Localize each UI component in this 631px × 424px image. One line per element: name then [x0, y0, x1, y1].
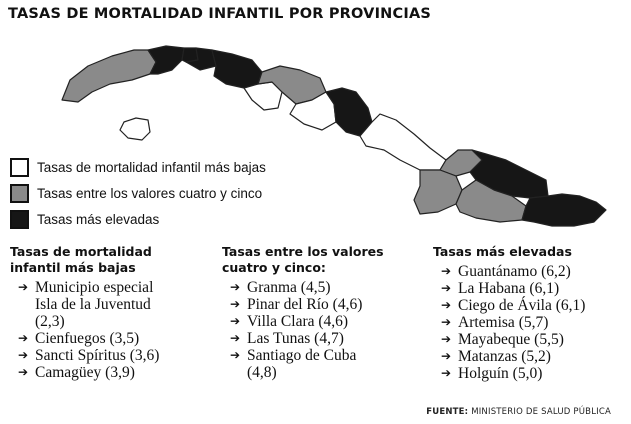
legend-swatch-gray — [10, 184, 29, 203]
list-item: ➔ Pinar del Río (4,6) — [222, 296, 422, 313]
arrow-icon: ➔ — [230, 297, 241, 311]
legend-swatch-black — [10, 210, 29, 229]
legend: Tasas de mortalidad infantil más bajas T… — [10, 156, 266, 234]
column-heading: Tasas de mortalidad infantil más bajas — [10, 244, 215, 276]
arrow-icon: ➔ — [230, 280, 241, 294]
legend-label: Tasas más elevadas — [37, 212, 160, 227]
list-item: ➔ Villa Clara (4,6) — [222, 313, 422, 330]
list-item: ➔ Artemisa (5,7) — [433, 314, 623, 331]
legend-swatch-white — [10, 158, 29, 177]
legend-label: Tasas entre los valores cuatro y cinco — [37, 186, 263, 201]
province-pinar-del-rio — [61, 49, 157, 103]
list-item-text: Ciego de Ávila (6,1) — [458, 297, 586, 314]
arrow-icon: ➔ — [18, 331, 29, 345]
list-item: ➔ Matanzas (5,2) — [433, 348, 623, 365]
arrow-icon: ➔ — [441, 281, 452, 295]
list-item-text: Matanzas (5,2) — [458, 348, 551, 365]
source-text: MINISTERIO DE SALUD PÚBLICA — [471, 407, 611, 417]
list-item-text: Granma (4,5) — [247, 279, 331, 296]
legend-item-middle: Tasas entre los valores cuatro y cinco — [10, 182, 266, 205]
list-item: ➔ Las Tunas (4,7) — [222, 330, 422, 347]
list-item: ➔ Granma (4,5) — [222, 279, 422, 296]
province-municipio-especial-isla-de-la-juventud — [119, 117, 151, 141]
arrow-icon: ➔ — [441, 366, 452, 380]
list-item-text: Artemisa (5,7) — [458, 314, 549, 331]
list-item-text: La Habana (6,1) — [458, 280, 560, 297]
list-item-text: Municipio especial — [35, 279, 154, 296]
list-item: ➔ Guantánamo (6,2) — [433, 263, 623, 280]
column-heading-line: Tasas de mortalidad — [10, 244, 152, 259]
list-item-text: Cienfuegos (3,5) — [35, 330, 140, 347]
arrow-icon: ➔ — [441, 315, 452, 329]
list-item: ➔ Sancti Spíritus (3,6) — [10, 347, 215, 364]
list-item-text: Sancti Spíritus (3,6) — [35, 347, 160, 364]
column-middle-rates: Tasas entre los valores cuatro y cinco: … — [222, 244, 422, 381]
arrow-icon: ➔ — [18, 348, 29, 362]
province-camaguey — [359, 113, 447, 171]
list-item: ➔ Municipio especial Isla de la Juventud… — [10, 279, 215, 330]
arrow-icon: ➔ — [441, 264, 452, 278]
column-heading: Tasas entre los valores cuatro y cinco: — [222, 244, 422, 276]
province-granma — [413, 169, 463, 215]
list-item: ➔ Camagüey (3,9) — [10, 364, 215, 381]
province-matanzas — [211, 49, 263, 89]
list-item: ➔ Mayabeque (5,5) — [433, 331, 623, 348]
list-item: ➔ Cienfuegos (3,5) — [10, 330, 215, 347]
map-title: TASAS DE MORTALIDAD INFANTIL POR PROVINC… — [8, 6, 432, 22]
province-list: ➔ Granma (4,5) ➔ Pinar del Río (4,6) ➔ V… — [222, 279, 422, 381]
column-heading-line: cuatro y cinco: — [222, 260, 326, 275]
legend-label: Tasas de mortalidad infantil más bajas — [37, 160, 266, 175]
list-item: ➔ Santiago de Cuba (4,8) — [222, 347, 422, 381]
province-list: ➔ Guantánamo (6,2) ➔ La Habana (6,1) ➔ C… — [433, 263, 623, 382]
source-credit: FUENTE: MINISTERIO DE SALUD PÚBLICA — [426, 407, 611, 417]
column-heading: Tasas más elevadas — [433, 244, 623, 260]
arrow-icon: ➔ — [441, 349, 452, 363]
list-item-text: (4,8) — [247, 364, 277, 381]
column-lowest-rates: Tasas de mortalidad infantil más bajas ➔… — [10, 244, 215, 381]
province-guantanamo — [521, 193, 607, 227]
province-artemisa — [147, 45, 185, 75]
list-item-text: Camagüey (3,9) — [35, 364, 135, 381]
list-item-text: Santiago de Cuba — [247, 347, 357, 364]
list-item: ➔ Ciego de Ávila (6,1) — [433, 297, 623, 314]
list-item-text: Las Tunas (4,7) — [247, 330, 344, 347]
column-heading-line: infantil más bajas — [10, 260, 136, 275]
list-item: ➔ La Habana (6,1) — [433, 280, 623, 297]
legend-item-highest: Tasas más elevadas — [10, 208, 266, 231]
list-item-text: Holguín (5,0) — [458, 365, 543, 382]
arrow-icon: ➔ — [441, 332, 452, 346]
arrow-icon: ➔ — [230, 348, 241, 362]
column-heading-line: Tasas más elevadas — [433, 244, 572, 259]
column-highest-rates: Tasas más elevadas ➔ Guantánamo (6,2) ➔ … — [433, 244, 623, 382]
list-item-text: Villa Clara (4,6) — [247, 313, 349, 330]
legend-item-lowest: Tasas de mortalidad infantil más bajas — [10, 156, 266, 179]
list-item: ➔ Holguín (5,0) — [433, 365, 623, 382]
list-item-text: (2,3) — [35, 313, 65, 330]
list-item-text: Pinar del Río (4,6) — [247, 296, 363, 313]
list-item-text: Guantánamo (6,2) — [458, 263, 571, 280]
arrow-icon: ➔ — [230, 314, 241, 328]
list-item-text: Isla de la Juventud — [35, 296, 151, 313]
arrow-icon: ➔ — [230, 331, 241, 345]
arrow-icon: ➔ — [18, 280, 29, 294]
arrow-icon: ➔ — [441, 298, 452, 312]
source-label: FUENTE: — [426, 407, 469, 417]
arrow-icon: ➔ — [18, 365, 29, 379]
province-list: ➔ Municipio especial Isla de la Juventud… — [10, 279, 215, 381]
column-heading-line: Tasas entre los valores — [222, 244, 384, 259]
list-item-text: Mayabeque (5,5) — [458, 331, 564, 348]
